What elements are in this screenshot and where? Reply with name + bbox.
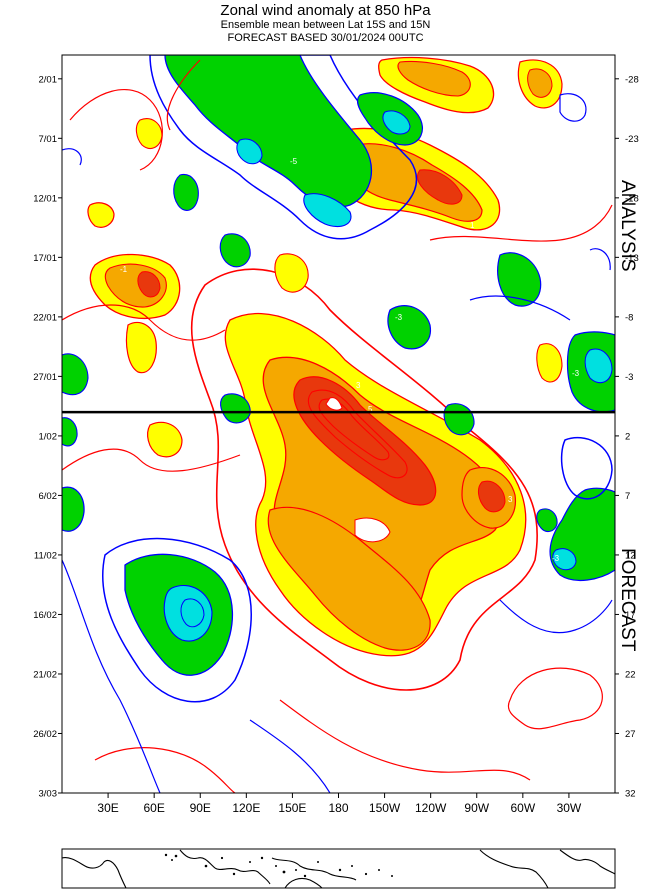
x-tick-label: 150W <box>369 801 401 815</box>
y-tick-label-date: 26/02 <box>33 729 57 740</box>
x-tick-label: 90E <box>190 801 211 815</box>
y-tick-label-date: 21/02 <box>33 669 57 680</box>
y-tick-label-date: 12/01 <box>33 193 57 204</box>
weak-anomaly-contours <box>62 59 613 793</box>
y-tick-label-day: 2 <box>625 431 630 442</box>
y-tick-label-day: 17 <box>625 610 636 621</box>
y-tick-label-day: -18 <box>625 193 639 204</box>
x-tick-label: 30W <box>557 801 582 815</box>
y-tick-label-date: 7/01 <box>39 134 58 145</box>
easterly-anomaly-forecast <box>62 417 615 703</box>
chart-subtitle-forecast: FORECAST BASED 30/01/2024 00UTC <box>227 32 424 44</box>
chart-subtitle: Ensemble mean between Lat 15S and 15N <box>220 19 431 31</box>
y-tick-label-date: 17/01 <box>33 253 57 264</box>
forecast-label: FORECAST <box>617 548 638 652</box>
y-tick-label-day: -28 <box>625 74 639 85</box>
y-tick-label-day: -13 <box>625 253 639 264</box>
y-tick-label-date: 16/02 <box>33 610 57 621</box>
anomaly-field: -1 -5 1 -3 3 5 -3 -3 3 <box>62 55 615 793</box>
westerly-anomaly-indian-ocean <box>87 118 563 458</box>
x-tick-label: 90W <box>464 801 489 815</box>
y-tick-label-day: 32 <box>625 789 636 800</box>
y-tick-label-day: 7 <box>625 491 630 502</box>
x-tick-label: 120W <box>415 801 447 815</box>
x-tick-label: 60W <box>510 801 535 815</box>
x-tick-label: 150E <box>278 801 306 815</box>
svg-text:-5: -5 <box>290 157 298 166</box>
chart-title: Zonal wind anomaly at 850 hPa <box>220 2 431 19</box>
svg-text:3: 3 <box>508 495 513 504</box>
south-america-coastline <box>479 849 549 889</box>
x-tick-label: 30E <box>97 801 118 815</box>
y-tick-label-date: 6/02 <box>39 491 58 502</box>
westerly-anomaly-main <box>190 268 538 691</box>
y-tick-label-day: -23 <box>625 134 639 145</box>
y-tick-label-day: 12 <box>625 550 636 561</box>
y-tick-label-day: -3 <box>625 372 633 383</box>
y-tick-label-day: 22 <box>625 669 636 680</box>
svg-text:1: 1 <box>470 221 475 230</box>
svg-text:5: 5 <box>368 405 373 414</box>
svg-text:-3: -3 <box>552 554 560 563</box>
x-tick-label: 120E <box>232 801 260 815</box>
svg-text:-3: -3 <box>572 369 580 378</box>
y-tick-label-date: 3/03 <box>39 789 58 800</box>
asia-coastline <box>179 849 271 885</box>
svg-text:-3: -3 <box>395 313 403 322</box>
y-tick-label-day: 27 <box>625 729 636 740</box>
y-tick-label-date: 27/01 <box>33 372 57 383</box>
africa-coastline <box>61 857 127 889</box>
x-axis: 30E 60E 90E 120E 150E 180 150W 120W 90W 60W 30W <box>97 793 582 815</box>
y-axis-left: 2/01 7/01 12/01 17/01 22/01 27/01 1/02 6/02 11/0… <box>33 74 62 800</box>
central-america-coastline <box>559 849 616 875</box>
svg-text:3: 3 <box>356 381 361 390</box>
y-tick-label-date: 11/02 <box>34 550 57 561</box>
svg-text:-1: -1 <box>120 265 128 274</box>
x-tick-label: 60E <box>143 801 164 815</box>
analysis-label: ANALYSIS <box>617 180 638 272</box>
world-map-strip <box>61 848 616 889</box>
x-tick-label: 180 <box>328 801 348 815</box>
y-tick-label-date: 22/01 <box>33 312 57 323</box>
contour-labels: -1 -5 1 -3 3 5 -3 -3 3 <box>120 157 580 563</box>
australia-coastline <box>284 877 323 889</box>
y-tick-label-date: 1/02 <box>39 431 58 442</box>
y-tick-label-date: 2/01 <box>39 74 58 85</box>
maritime-continent <box>271 857 357 881</box>
y-tick-label-day: -8 <box>625 312 633 323</box>
easterly-anomaly-analysis <box>62 55 615 436</box>
